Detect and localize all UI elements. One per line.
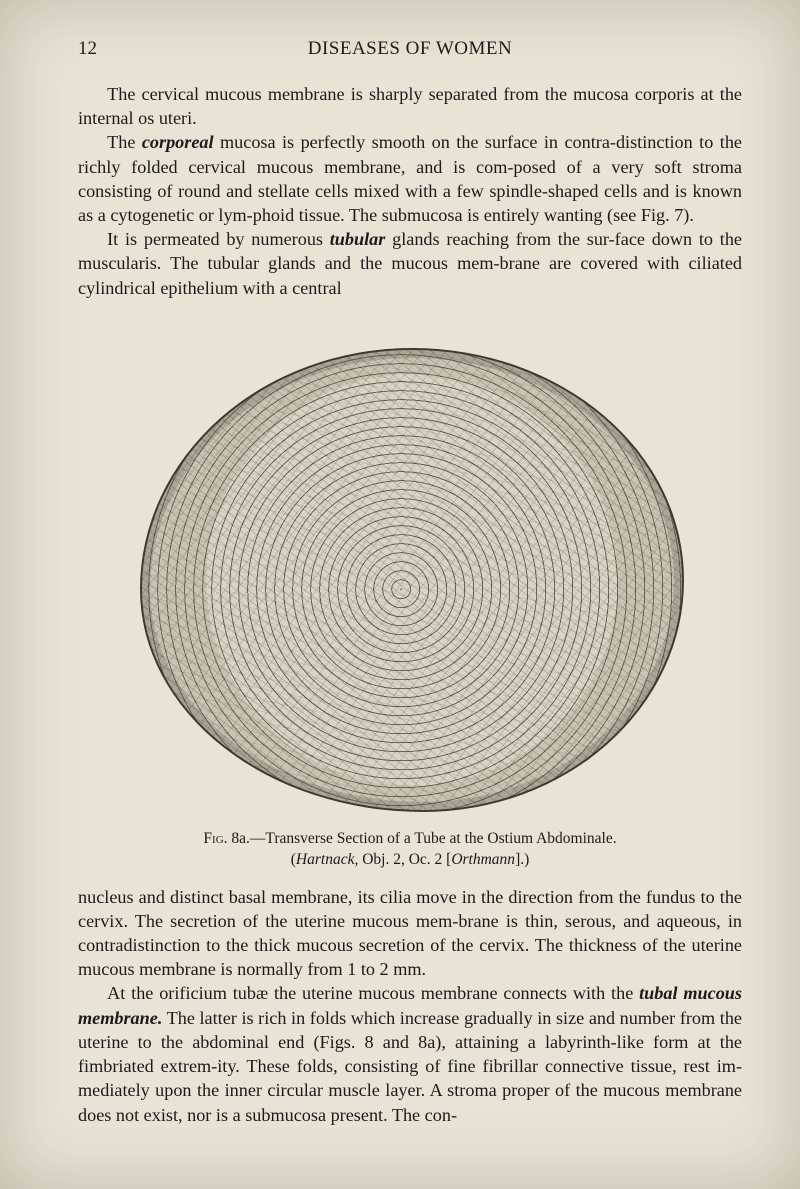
caption-credit-orthmann: Orthmann: [451, 851, 515, 868]
caption-credit-mid: Obj. 2, Oc. 2 [: [358, 851, 451, 868]
p3-lead: It is permeated by numerous: [107, 229, 330, 249]
body-text-2: nucleus and distinct basal membrane, its…: [78, 885, 742, 1127]
paragraph-5: At the orificium tubæ the uterine mucous…: [78, 981, 742, 1126]
running-head: DISEASES OF WOMEN: [78, 38, 742, 60]
p5-lead: At the orificium tubæ the uterine mucous…: [107, 983, 639, 1003]
paragraph-3: It is permeated by numerous tubular glan…: [78, 227, 742, 300]
paragraph-2: The corporeal mucosa is perfectly smooth…: [78, 130, 742, 227]
figure-8a: Fig. 8a.—Transverse Section of a Tube at…: [78, 318, 742, 871]
caption-credit-hartnack: Hartnack,: [296, 851, 358, 868]
term-corporeal: corporeal: [142, 132, 214, 152]
histology-cross-section-icon: [140, 348, 684, 812]
figure-image-placeholder: [130, 318, 690, 818]
figure-caption: Fig. 8a.—Transverse Section of a Tube at…: [78, 829, 742, 871]
p2-lead: The: [107, 132, 142, 152]
caption-fig-title: 8a.—Transverse Section of a Tube at the …: [228, 830, 617, 847]
paragraph-1: The cervical mucous membrane is sharply …: [78, 82, 742, 130]
page: { "page": { "number": "12", "running_hea…: [0, 0, 800, 1189]
paragraph-4: nucleus and distinct basal membrane, its…: [78, 885, 742, 982]
caption-credit-close: ].): [515, 851, 529, 868]
caption-fig-label: Fig.: [203, 830, 227, 847]
term-tubular: tubular: [330, 229, 386, 249]
page-header: 12 DISEASES OF WOMEN: [78, 38, 742, 60]
p5-tail: The latter is rich in folds which increa…: [78, 1008, 742, 1125]
body-text: The cervical mucous membrane is sharply …: [78, 82, 742, 300]
figure-texture: [142, 350, 682, 810]
